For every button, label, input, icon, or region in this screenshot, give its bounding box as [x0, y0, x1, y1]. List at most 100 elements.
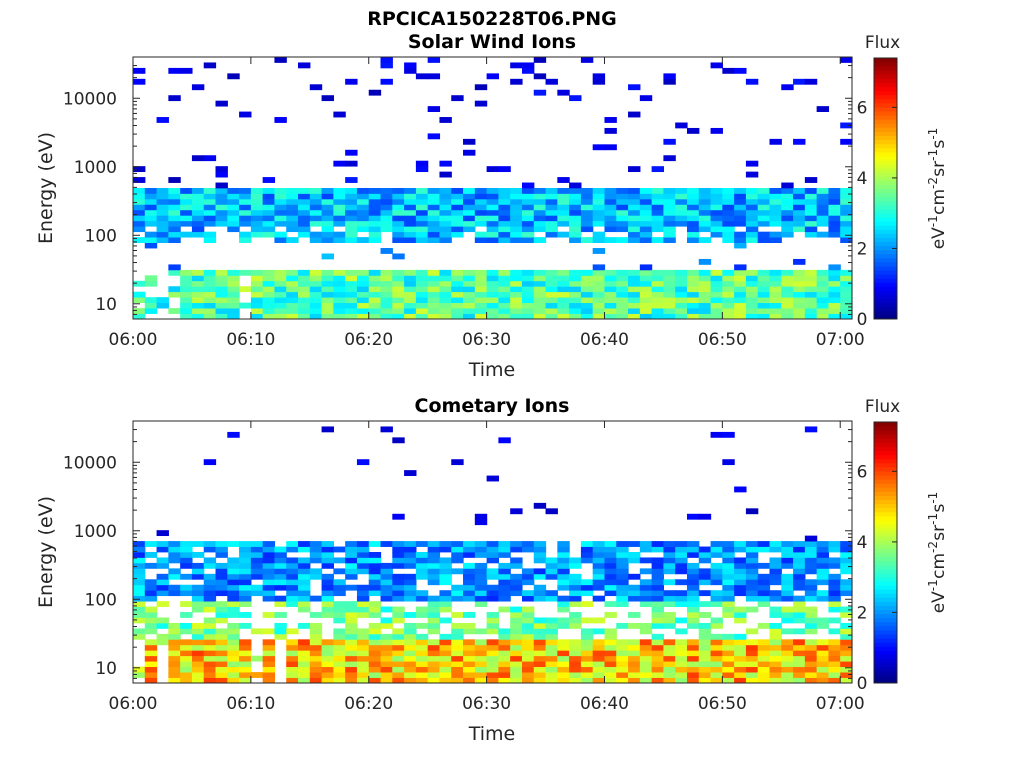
heatmap-cell — [356, 666, 370, 673]
heatmap-cell — [451, 661, 464, 668]
heatmap-cell — [356, 568, 370, 575]
heatmap-cell — [451, 95, 464, 102]
heatmap-cell — [239, 595, 252, 602]
colorbar-swatch — [874, 123, 897, 128]
heatmap-cell — [569, 617, 582, 624]
heatmap-cell — [239, 568, 252, 575]
heatmap-cell — [639, 95, 653, 102]
heatmap-cell — [651, 193, 665, 200]
heatmap-cell — [569, 237, 582, 243]
heatmap-cell — [274, 220, 287, 227]
heatmap-cell — [698, 601, 712, 607]
heatmap-cell — [203, 661, 217, 668]
heatmap-cell — [345, 546, 358, 553]
heatmap-cell — [781, 84, 794, 91]
heatmap-cell — [663, 541, 676, 547]
heatmap-cell — [498, 584, 511, 591]
heatmap-cells — [133, 426, 853, 684]
heatmap-cell — [262, 269, 276, 276]
heatmap-cell — [533, 226, 547, 233]
heatmap-cell — [451, 546, 464, 553]
heatmap-cell — [616, 215, 629, 222]
heatmap-cell — [510, 209, 523, 216]
heatmap-cell — [380, 226, 393, 233]
heatmap-cell — [227, 628, 240, 635]
heatmap-cell — [250, 552, 264, 558]
heatmap-cell — [427, 302, 441, 309]
colorbar-swatch — [874, 282, 897, 287]
heatmap-cell — [816, 220, 830, 227]
heatmap-cell — [545, 666, 558, 673]
heatmap-cell — [203, 546, 217, 553]
heatmap-cell — [675, 557, 688, 564]
heatmap-cell — [262, 546, 276, 553]
heatmap-cell — [309, 552, 323, 558]
heatmap-cell — [133, 198, 146, 205]
heatmap-cell — [498, 308, 511, 314]
heatmap-cell — [734, 286, 747, 293]
heatmap-cell — [345, 215, 358, 222]
x-tick-label: 06:50 — [698, 694, 747, 714]
heatmap-cell — [156, 541, 169, 547]
heatmap-cell — [309, 209, 323, 216]
heatmap-cell — [144, 612, 158, 618]
heatmap-cell — [309, 639, 323, 646]
heatmap-cell — [592, 628, 606, 635]
heatmap-cell — [380, 666, 393, 673]
heatmap-cell — [510, 672, 523, 678]
heatmap-cell — [156, 573, 169, 580]
heatmap-cell — [569, 226, 582, 233]
heatmap-cell — [557, 269, 570, 276]
colorbar-swatch — [874, 560, 897, 566]
heatmap-cell — [345, 78, 358, 85]
heatmap-cell — [427, 541, 441, 547]
heatmap-cell — [592, 264, 606, 271]
heatmap-cell — [203, 557, 217, 564]
heatmap-cell — [533, 568, 547, 575]
heatmap-cell — [333, 633, 346, 640]
heatmap-cell — [356, 584, 370, 591]
heatmap-cell — [745, 666, 759, 673]
y-tick-label: 10000 — [63, 89, 117, 109]
heatmap-cell — [580, 650, 594, 657]
heatmap-cell — [675, 590, 688, 597]
heatmap-cell — [415, 291, 429, 298]
heatmap-cell — [828, 308, 841, 314]
heatmap-cell — [510, 302, 523, 309]
heatmap-cell — [769, 639, 782, 646]
heatmap-cell — [663, 562, 676, 569]
heatmap-cell — [215, 209, 228, 216]
heatmap-cell — [392, 269, 405, 276]
heatmap-cell — [250, 672, 264, 678]
heatmap-cell — [580, 226, 594, 233]
heatmap-cell — [828, 617, 841, 624]
heatmap-cell — [521, 633, 535, 640]
heatmap-cell — [451, 541, 464, 547]
heatmap-cell — [580, 672, 594, 678]
heatmap-cell — [745, 568, 759, 575]
heatmap-cell — [298, 215, 311, 222]
heatmap-cell — [840, 666, 853, 673]
heatmap-cell — [380, 215, 393, 222]
heatmap-cell — [521, 541, 535, 547]
heatmap-cell — [239, 237, 252, 243]
heatmap-cell — [250, 198, 264, 205]
heatmap-cell — [628, 622, 641, 629]
heatmap-cell — [133, 633, 146, 640]
heatmap-cell — [168, 220, 181, 227]
heatmap-cell — [463, 275, 476, 282]
heatmap-cell — [439, 595, 452, 602]
heatmap-cell — [168, 552, 181, 558]
heatmap-cell — [474, 215, 488, 222]
heatmap-cell — [816, 557, 830, 564]
heatmap-cell — [545, 78, 558, 85]
heatmap-cell — [769, 612, 782, 618]
heatmap-cell — [698, 661, 712, 668]
heatmap-cell — [215, 606, 228, 613]
heatmap-cell — [203, 672, 217, 678]
heatmap-cell — [321, 655, 334, 662]
heatmap-cell — [557, 568, 570, 575]
heatmap-cell — [580, 313, 594, 320]
heatmap-cell — [675, 122, 688, 129]
heatmap-cell — [451, 275, 464, 282]
